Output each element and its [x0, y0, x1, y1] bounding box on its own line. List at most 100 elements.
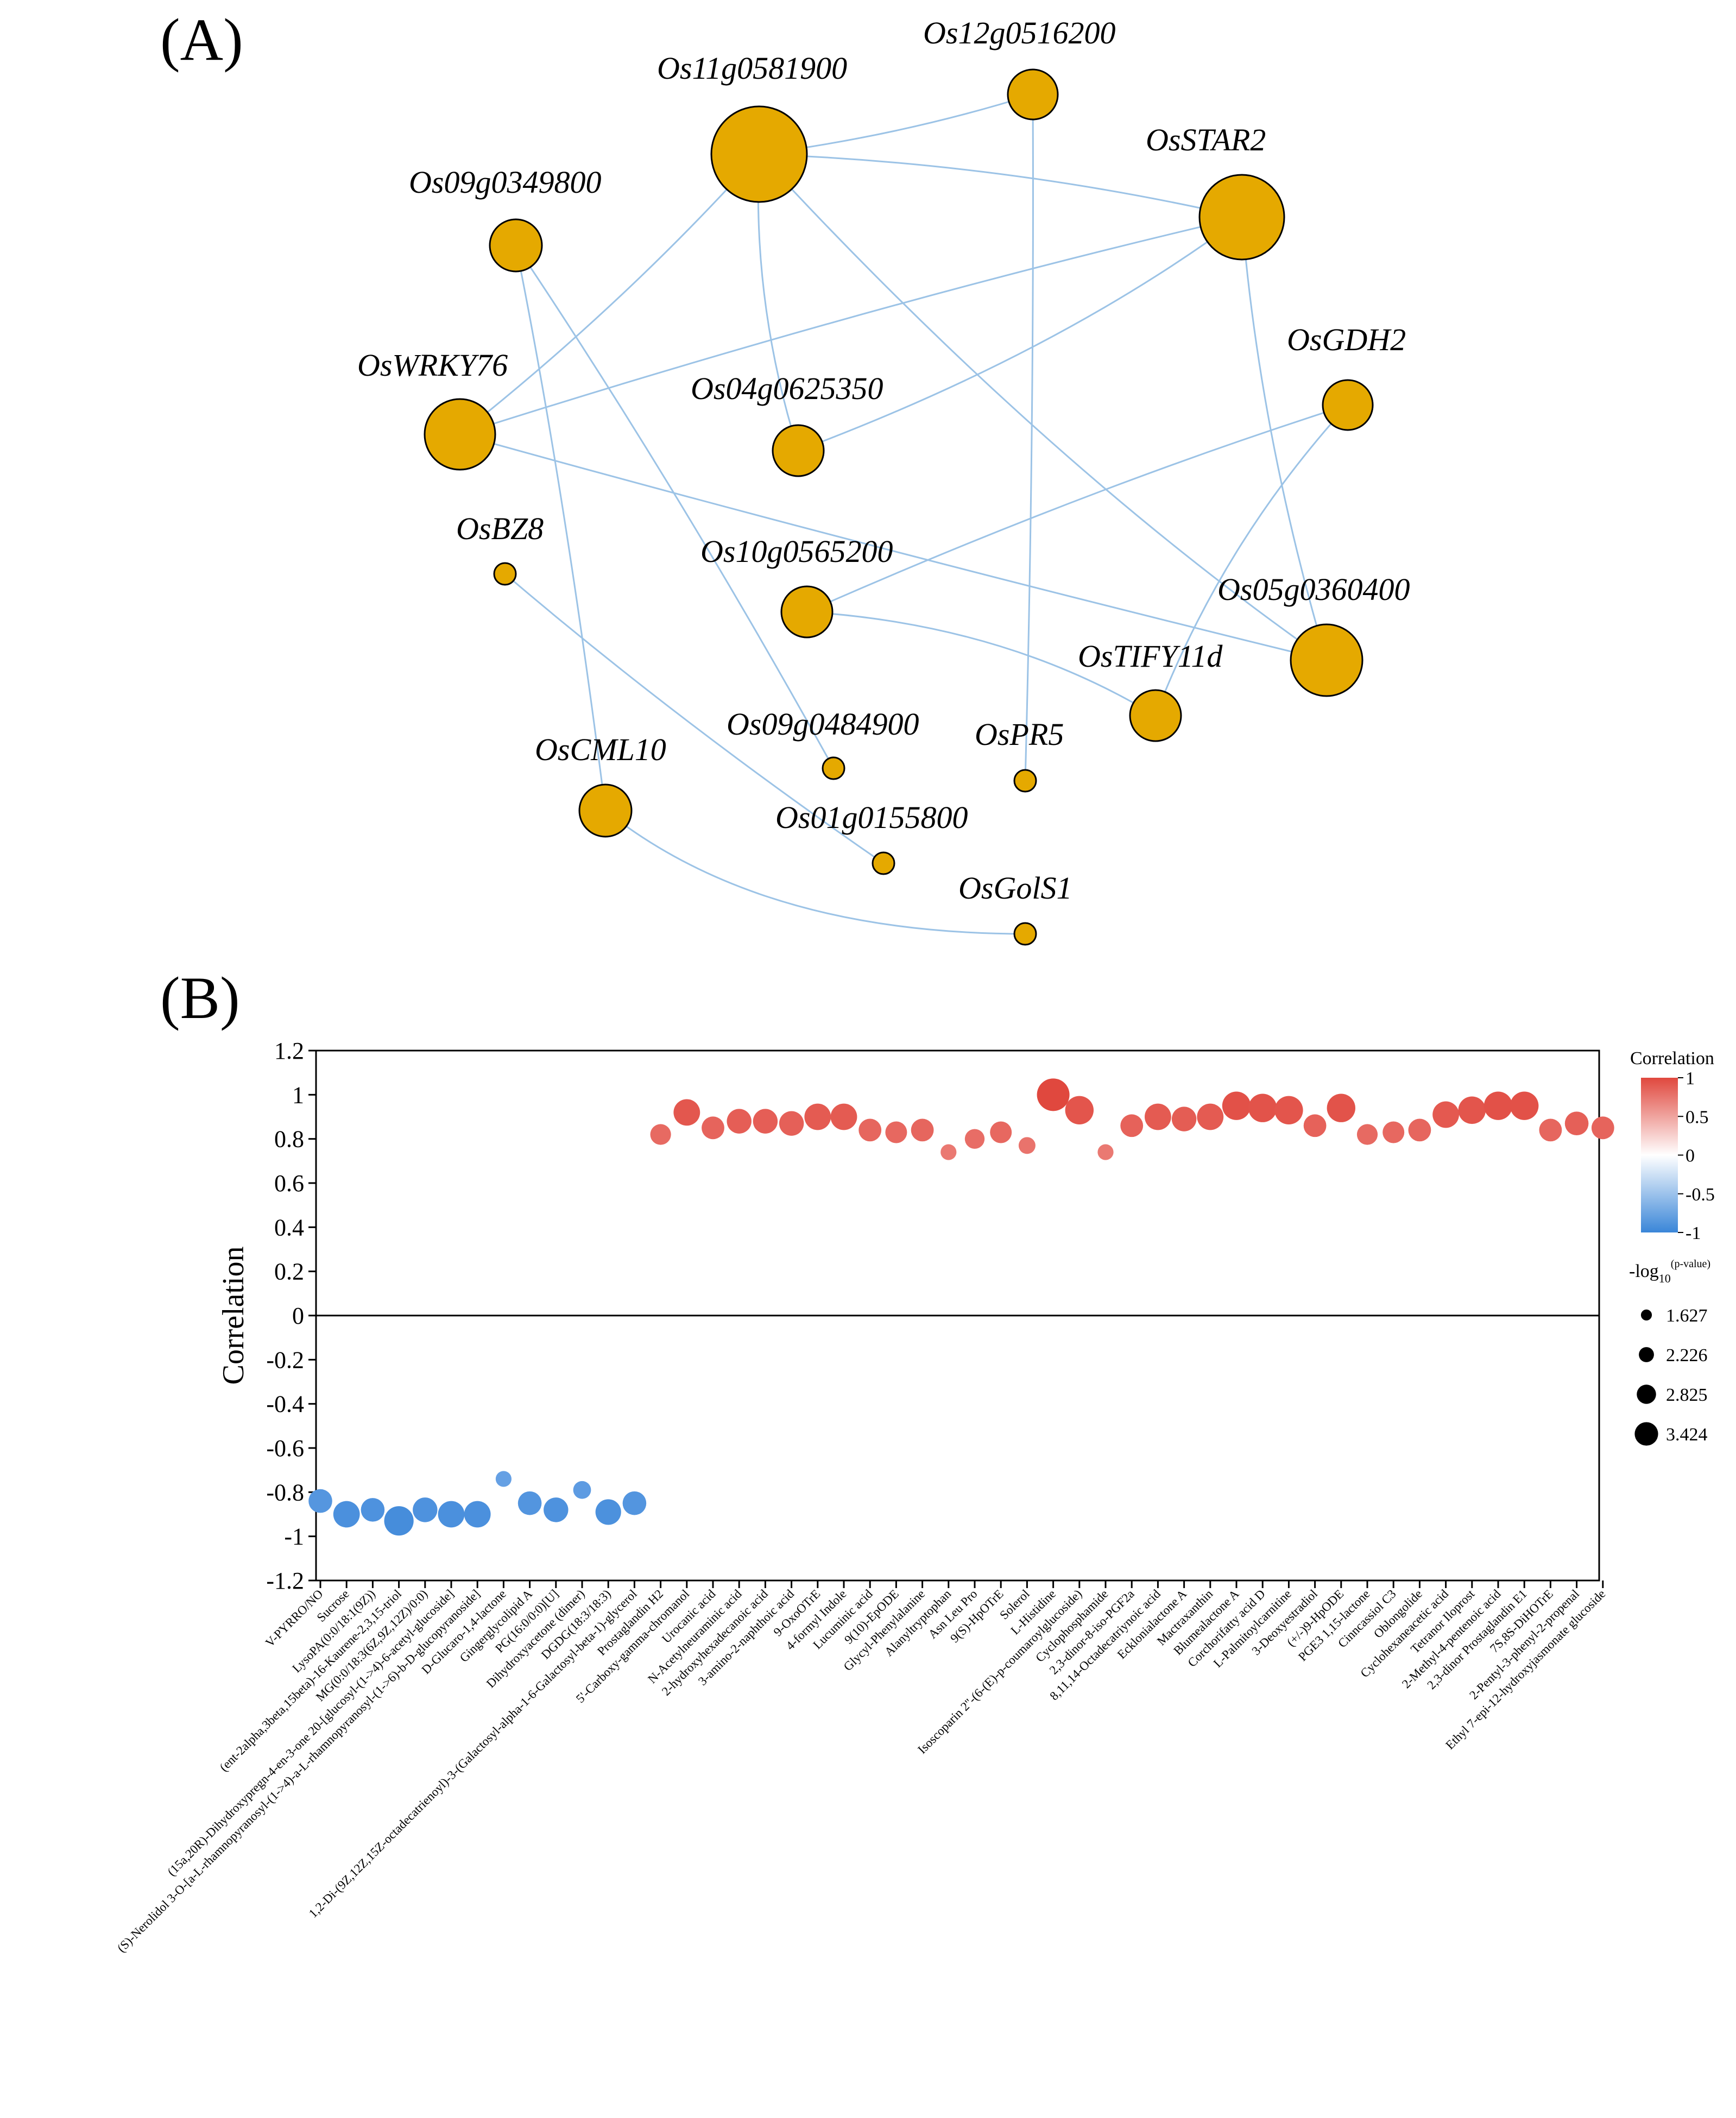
colorbar-tick-label: -0.5 [1686, 1185, 1715, 1205]
size-legend-label: 2.825 [1666, 1385, 1708, 1405]
point-2-3-dinor-prostaglandin-e1 [1510, 1091, 1539, 1120]
node-label-os09g0484900: Os09g0484900 [727, 706, 919, 742]
edge-os12g0516200-ospr5 [1024, 94, 1034, 781]
edge-osstar2-oswrky76 [459, 216, 1242, 435]
node-label-os10g0565200: Os10g0565200 [700, 534, 893, 569]
size-legend-title: -log10(p-value) [1629, 1258, 1710, 1285]
node-label-oswrky76: OsWRKY76 [357, 347, 508, 383]
colorbar-tick-label: 0 [1686, 1146, 1695, 1166]
colorbar-tick-label: 1 [1686, 1069, 1695, 1089]
point-glycyl-phenylalanine [911, 1118, 934, 1142]
y-tick-label: -0.4 [266, 1391, 304, 1418]
point-n-acetylneuraminic-acid [727, 1109, 752, 1134]
point-mactraxanthin [1197, 1103, 1224, 1130]
node-os12g0516200 [1007, 68, 1059, 121]
point-1-2-di-9z-12z-15z-octadecatrienoyl-3-gal [622, 1491, 647, 1515]
edge-osstar2-os05g0360400 [1241, 217, 1328, 661]
node-osgdh2 [1322, 379, 1374, 431]
edge-os09g0349800-oscml10 [515, 245, 607, 811]
y-tick-label: -0.2 [266, 1346, 304, 1373]
edge-os11g0581900-os05g0360400 [758, 153, 1327, 661]
node-os09g0349800 [489, 218, 543, 273]
x-tick-label: (S)-Nerolidol 3-O-[a-L-rhamnopyranosyl-(… [115, 1587, 483, 1955]
point-7s-8s-dihotre [1539, 1118, 1562, 1142]
y-tick-label: -1 [284, 1523, 304, 1550]
point-prostaglandin-h2 [650, 1124, 671, 1145]
y-tick-label: -0.6 [266, 1435, 304, 1462]
size-legend-superscript: (p-value) [1671, 1258, 1710, 1270]
point-cyclohexaneacetic-acid [1432, 1101, 1460, 1128]
node-osbz8 [493, 562, 517, 586]
node-os04g0625350 [772, 424, 825, 477]
node-label-oscml10: OsCML10 [535, 732, 666, 767]
node-oswrky76 [424, 398, 496, 471]
node-ostify11d [1129, 689, 1182, 742]
size-legend-dot [1634, 1422, 1658, 1446]
x-tick-label: (ent-2alpha,3beta,15beta)-16-Kaurene-2,3… [217, 1587, 405, 1774]
node-label-os12g0516200: Os12g0516200 [923, 15, 1115, 50]
point-lucuminic-acid [858, 1118, 882, 1142]
size-legend-label: 3.424 [1666, 1425, 1708, 1445]
y-axis: 1.2 1 0.8 0.6 0.4 0.2 0 -0.2 -0.4 -0.6 -0.8 -1 -1.2 [266, 1038, 316, 1594]
edge-os09g0349800-os09g0484900 [515, 245, 835, 769]
legend-title: Correlation [1630, 1048, 1714, 1069]
node-label-osstar2: OsSTAR2 [1146, 122, 1266, 157]
point-solerol [1018, 1137, 1036, 1154]
node-os11g0581900 [710, 105, 808, 203]
edge-osbz8-os01g0155800 [504, 573, 884, 864]
point-sucrose [333, 1501, 360, 1528]
node-label-ospr5: OsPR5 [975, 717, 1064, 752]
size-legend-dot [1637, 1384, 1656, 1404]
point-v-pyrro-no [308, 1489, 332, 1513]
point-cinncassiol-c3 [1383, 1121, 1405, 1143]
point-2-methyl-4-pentenoic-acid [1484, 1091, 1513, 1120]
point-l-palmitoylcarnitine [1274, 1096, 1303, 1124]
node-label-ostify11d: OsTIFY11d [1078, 638, 1223, 674]
y-tick-label: -1.2 [266, 1567, 304, 1594]
point-9-s-hpotre [990, 1121, 1012, 1143]
point-dgdg-18-3-18-3 [595, 1499, 621, 1525]
colorbar-tick-label: 0.5 [1686, 1107, 1709, 1127]
point-pge3-1-15-lactone [1356, 1124, 1378, 1145]
node-label-os11g0581900: Os11g0581900 [657, 50, 847, 86]
y-tick-label: 0.8 [274, 1126, 304, 1153]
point-2-3-dinor-8-iso-pgf2a [1120, 1114, 1144, 1137]
point-15a-20r-dihydroxypregn-4-en-3-one-20-glu [438, 1501, 465, 1528]
point-lysopa-0-0-18-1-9z [361, 1498, 385, 1522]
point-urocanic-acid [702, 1116, 724, 1140]
edge-os10g0565200-ostify11d [806, 611, 1156, 717]
y-tick-label: 0.6 [274, 1170, 304, 1197]
node-os09g0484900 [822, 756, 845, 780]
point-9-10-epode [885, 1121, 907, 1143]
node-osstar2 [1198, 174, 1285, 261]
point-2-pentyl-3-phenyl-2-propenal [1564, 1111, 1589, 1135]
y-tick-label: 0.2 [274, 1259, 304, 1285]
point-3-amino-2-naphthoic-acid [779, 1111, 804, 1136]
point-ent-2alpha-3beta-15beta-16-kaurene-2-3-1 [384, 1506, 414, 1536]
point-tetranor-iloprost [1458, 1096, 1486, 1124]
point-ethyl-7-epi-12-hydroxyjasmonate-glucosid [1591, 1116, 1614, 1140]
size-legend-label: 1.627 [1666, 1306, 1708, 1326]
point-mg-0-0-18-3-6z-9z-12z-0-0 [413, 1497, 438, 1522]
edge-oscml10-osgols1 [605, 810, 1026, 935]
node-ospr5 [1013, 769, 1037, 793]
point-ecklonialactone-a [1171, 1107, 1197, 1131]
node-label-os04g0625350: Os04g0625350 [691, 371, 883, 406]
correlation-chart: 1.210.80.60.40.20-0.2-0.4-0.6-0.8-1-1.2 … [115, 1038, 1614, 1955]
point-s-nerolidol-3-o-a-l-rhamnopyranosyl-1-4- [464, 1501, 491, 1528]
legend: Correlation 10.50-0.5-1 -log10(p-value) … [1629, 1048, 1715, 1446]
y-tick-label: 0.4 [274, 1214, 304, 1241]
network-edges [459, 93, 1349, 935]
node-label-os09g0349800: Os09g0349800 [409, 165, 601, 200]
node-label-osbz8: OsBZ8 [456, 511, 544, 546]
edge-oswrky76-os05g0360400 [459, 433, 1327, 661]
size-legend-label: 2.226 [1666, 1345, 1708, 1365]
panel-b-label: (B) [160, 965, 240, 1031]
point-oblongolide [1408, 1118, 1431, 1142]
point-8-11-14-octadecatriynoic-acid [1145, 1103, 1171, 1130]
size-legend-log: -log [1629, 1261, 1659, 1281]
point-9-oxootre [804, 1103, 831, 1130]
point-cyclophosphamide [1097, 1144, 1114, 1160]
panel-a-label: (A) [160, 7, 243, 73]
